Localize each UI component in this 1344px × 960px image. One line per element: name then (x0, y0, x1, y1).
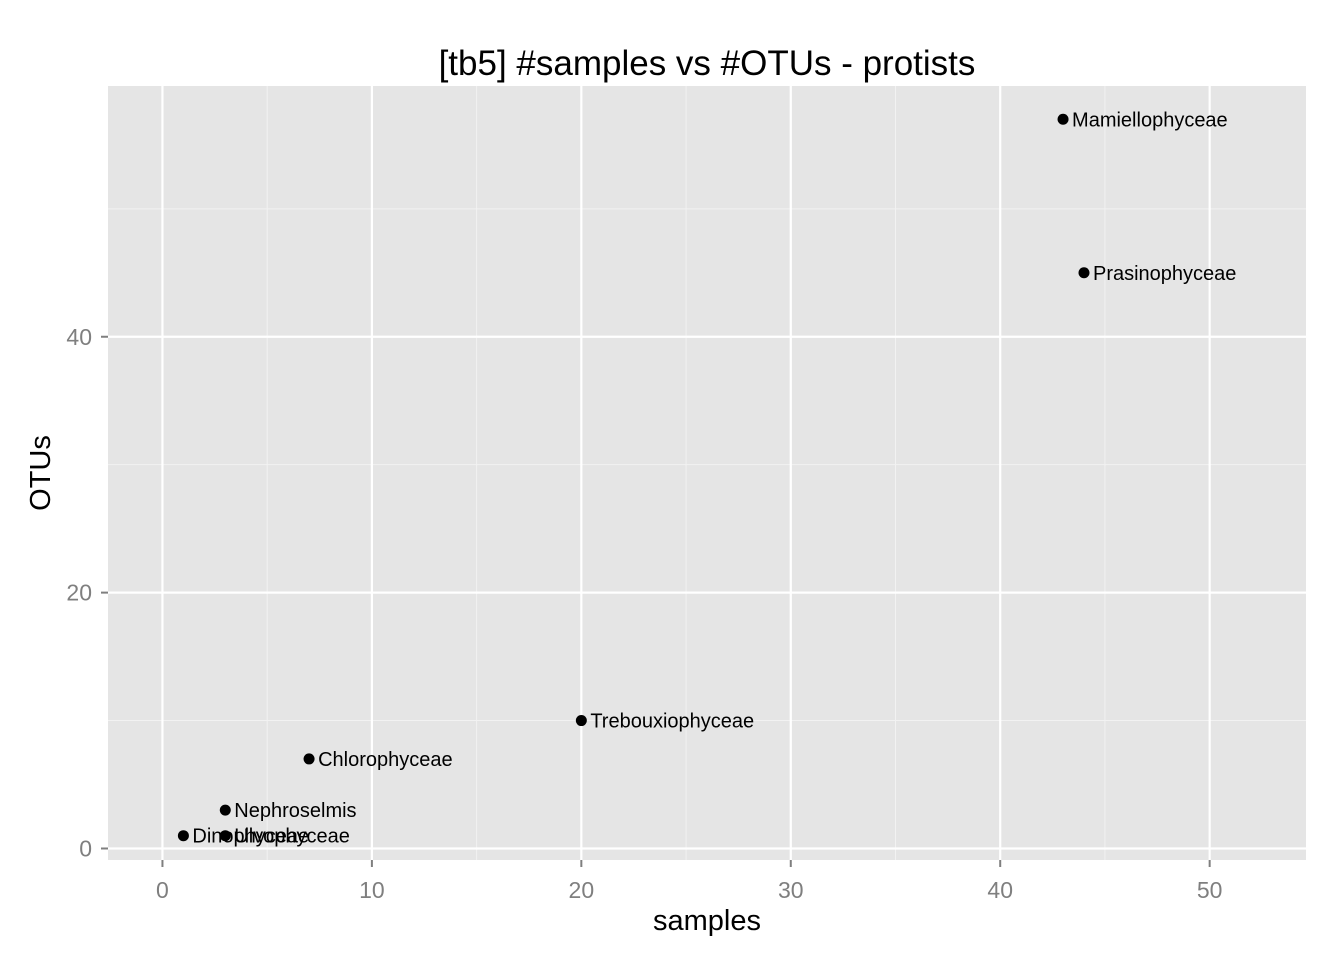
point-label: Nephroselmis (234, 800, 356, 822)
plot-panel (108, 86, 1306, 860)
major-grid (108, 86, 1306, 860)
x-tick-label: 10 (359, 877, 385, 903)
x-tick-label: 30 (778, 877, 804, 903)
y-axis-title: OTUs (25, 435, 57, 511)
data-point (177, 830, 189, 842)
y-tick-label: 40 (66, 324, 92, 350)
minor-grid (108, 86, 1306, 860)
x-tick-label: 50 (1197, 877, 1223, 903)
chart-title: [tb5] #samples vs #OTUs - protists (439, 44, 976, 83)
point-label: Trebouxiophyceae (590, 711, 754, 733)
data-point (1057, 113, 1069, 125)
y-tick-label: 20 (66, 580, 92, 606)
point-label: Ulvophyceae (234, 826, 350, 848)
x-tick-label: 0 (156, 877, 169, 903)
x-axis-title: samples (653, 905, 761, 937)
axis-ticks (101, 335, 1211, 867)
data-points (177, 113, 1090, 842)
data-point (575, 715, 587, 727)
point-labels: Mamiellophyceae Prasinophyceae Trebouxioph… (192, 109, 1236, 847)
data-point (219, 830, 231, 842)
point-label: Mamiellophyceae (1072, 109, 1228, 131)
point-label: Prasinophyceae (1093, 263, 1236, 285)
data-point (219, 804, 231, 816)
data-point (1078, 267, 1090, 279)
tick-labels: 0 10 20 30 40 50 0 20 40 (66, 324, 1222, 903)
y-tick-label: 0 (79, 835, 92, 861)
point-label: Dinophyceae (192, 826, 309, 848)
point-label: Chlorophyceae (318, 749, 453, 771)
x-tick-label: 40 (987, 877, 1013, 903)
x-tick-label: 20 (569, 877, 595, 903)
data-point (303, 753, 315, 765)
